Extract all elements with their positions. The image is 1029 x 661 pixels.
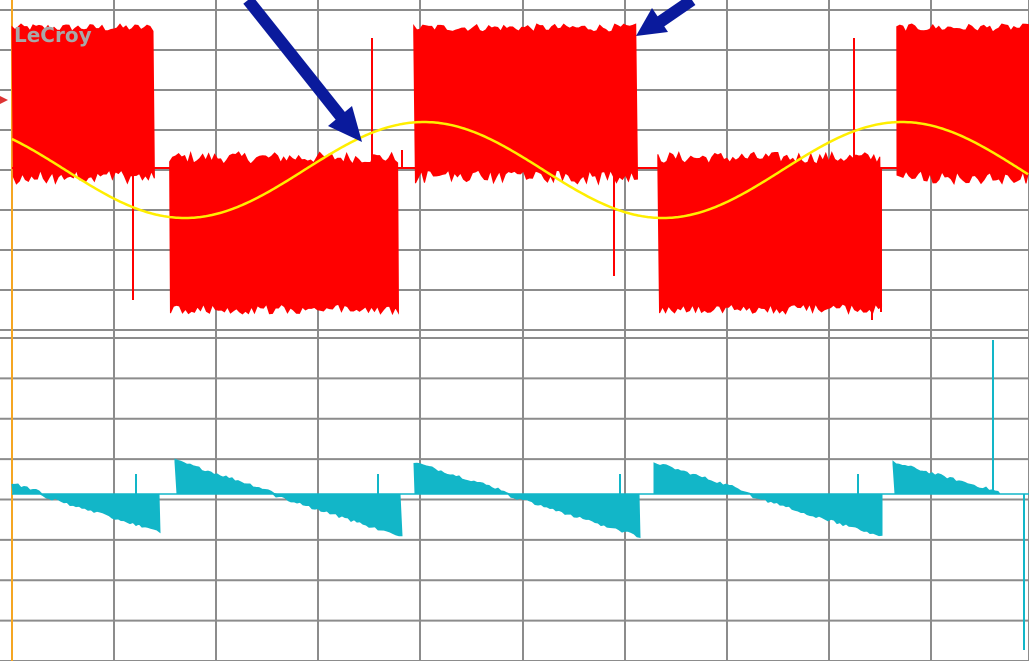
upper-panel [11,23,1029,320]
arrow-1-shaft [243,0,347,122]
switched-voltage-block-2 [413,23,638,186]
channel-offset-marker [0,96,8,104]
annotation-arrows [243,0,696,142]
switched-voltage-block-1 [169,151,399,316]
brand-label: LeCroy [14,23,92,47]
arrow-2-shaft [656,0,696,27]
arrow-2-head [636,8,668,36]
switched-voltage-block-4 [896,23,1029,185]
arrow-1-head [328,106,362,142]
sine-reference-trace [11,120,1029,220]
switched-voltage-block-0 [11,23,155,185]
lower-panel [11,340,1029,650]
